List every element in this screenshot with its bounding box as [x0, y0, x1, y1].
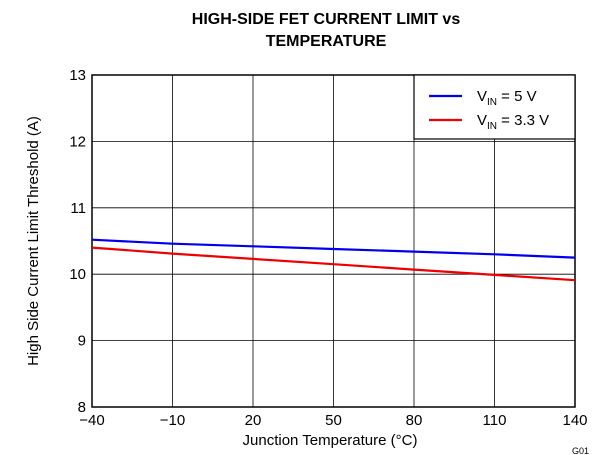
chart-title-line-1: HIGH-SIDE FET CURRENT LIMIT vs: [192, 11, 461, 28]
series-line-1: [91, 238, 576, 259]
y-tick-label: 10: [69, 266, 86, 283]
x-tick-label: 110: [483, 412, 507, 429]
y-tick-label: 9: [78, 333, 86, 350]
x-tick-label: 20: [245, 412, 262, 429]
x-tick-label: −10: [160, 412, 185, 429]
x-tick-label: 80: [406, 412, 423, 429]
y-axis-label: High Side Current Limit Threshold (A): [25, 116, 42, 366]
y-tick-label: 12: [69, 133, 86, 150]
y-tick-label: 13: [69, 67, 86, 84]
legend-label-2: VIN = 3.3 V: [477, 112, 549, 132]
legend-label-1: VIN = 5 V: [477, 88, 537, 108]
x-tick-label: −40: [79, 412, 104, 429]
y-tick-label: 11: [70, 200, 86, 217]
gridlines: [92, 75, 575, 407]
x-tick-label: 140: [562, 412, 587, 429]
y-tick-label: 8: [78, 399, 86, 416]
x-tick-label: 50: [325, 412, 342, 429]
series-group: [91, 238, 576, 282]
chart-title-line-2: TEMPERATURE: [266, 33, 387, 50]
y-tick-labels: 8 9 10 11 12 13: [69, 67, 86, 416]
figure-id: G01: [572, 446, 589, 455]
x-axis-label: Junction Temperature (°C): [243, 432, 418, 449]
series-line-2: [91, 246, 576, 282]
x-tick-labels: −40 −10 20 50 80 110 140: [79, 412, 587, 429]
legend: VIN = 5 V VIN = 3.3 V: [413, 74, 576, 140]
legend-box: [413, 74, 576, 140]
plot-area-border: [91, 74, 576, 408]
